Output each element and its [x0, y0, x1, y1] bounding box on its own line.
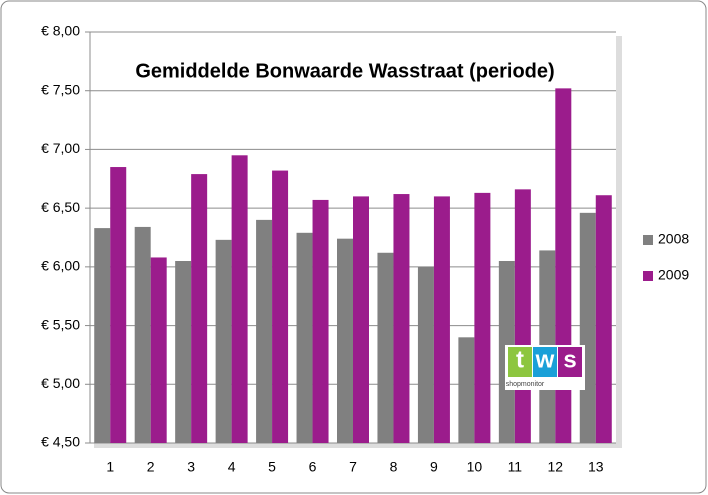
bar [312, 199, 329, 443]
y-tick-label: € 4,50 [41, 434, 80, 450]
x-tick-label: 12 [548, 459, 564, 475]
bar [110, 167, 127, 444]
y-tick-label: € 7,00 [41, 140, 80, 156]
x-tick-label: 7 [349, 459, 357, 475]
logo-letter: t [516, 346, 524, 373]
legend-label: 2009 [658, 267, 689, 283]
x-tick-label: 4 [228, 459, 236, 475]
bar [94, 228, 111, 443]
bar [353, 196, 369, 443]
legend-swatch [643, 235, 653, 245]
bar [134, 226, 151, 443]
bar [272, 170, 289, 443]
bar [191, 174, 208, 444]
bar [417, 266, 434, 443]
bar [579, 212, 596, 443]
x-tick-label: 6 [309, 459, 317, 475]
bar [175, 260, 192, 443]
y-tick-label: € 8,00 [41, 23, 80, 39]
y-tick-label: € 5,50 [41, 316, 80, 332]
x-tick-label: 5 [268, 459, 276, 475]
bar [474, 192, 491, 443]
bar [377, 252, 394, 443]
bar [296, 232, 313, 443]
x-tick-label: 2 [147, 459, 155, 475]
logo-letter: w [535, 346, 555, 373]
bar [215, 239, 232, 443]
y-tick-label: € 5,00 [41, 375, 80, 391]
x-tick-label: 11 [508, 459, 523, 475]
logo-box [508, 347, 532, 377]
logo-box [533, 347, 557, 377]
x-tick-label: 8 [390, 459, 398, 475]
bar [595, 195, 612, 443]
legend-swatch [643, 271, 653, 281]
x-tick-label: 13 [588, 459, 604, 475]
bar [231, 155, 248, 444]
x-tick-label: 3 [187, 459, 195, 475]
y-tick-label: € 7,50 [41, 81, 80, 97]
logo-subtext: shopmonitor [506, 381, 545, 388]
bar [514, 189, 531, 443]
bar [433, 196, 450, 443]
y-tick-label: € 6,00 [41, 258, 80, 274]
legend-label: 2008 [658, 231, 689, 247]
x-tick-label: 1 [106, 459, 114, 475]
x-tick-label: 9 [430, 459, 438, 475]
logo-box [558, 347, 582, 377]
x-tick-label: 10 [467, 459, 483, 475]
bar [256, 219, 273, 443]
bar [150, 257, 167, 443]
bar [393, 194, 410, 443]
logo-letter: s [563, 346, 576, 373]
y-tick-label: € 6,50 [41, 199, 80, 215]
bar [337, 238, 353, 443]
bar [458, 337, 475, 443]
chart-title: Gemiddelde Bonwaarde Wasstraat (periode) [135, 60, 554, 82]
